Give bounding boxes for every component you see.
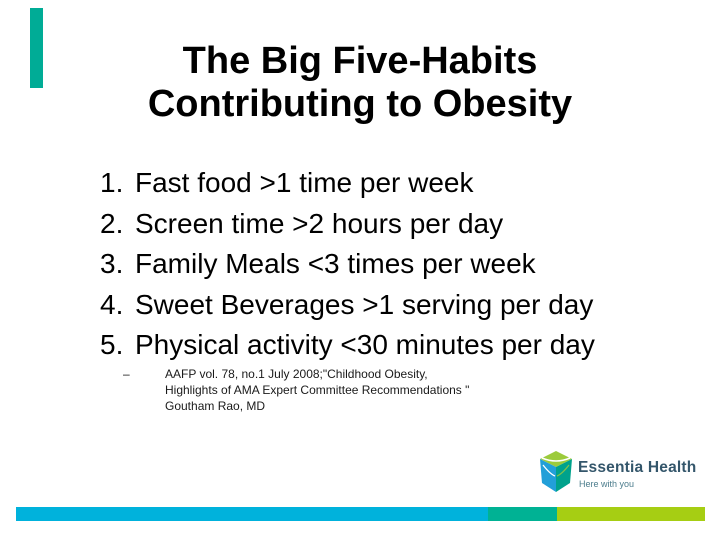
logo-name: Essentia Health [578,459,697,476]
slide-title-line2: Contributing to Obesity [147,83,573,125]
footer-segment-lime [557,507,705,521]
list-item: 5. Physical activity <30 minutes per day [0,325,720,366]
citation-line: Goutham Rao, MD [165,399,266,413]
list-item: 2. Screen time >2 hours per day [0,204,720,245]
list-item-number: 1. [100,167,124,198]
slide-title: The Big Five-Habits Contributing to Obes… [0,40,720,126]
list-item-text: Fast food >1 time per week [135,167,474,198]
list-item-text: Physical activity <30 minutes per day [135,329,595,360]
list-item-text: Sweet Beverages >1 serving per day [135,288,594,320]
list-item: 4. Sweet Beverages >1 serving per day [0,285,720,326]
citation: – AAFP vol. 78, no.1 July 2008;"Childhoo… [123,366,495,414]
citation-dash: – [123,367,130,381]
footer-color-bar [16,507,705,521]
list-item-text: Screen time >2 hours per day [135,207,504,239]
logo-tagline: Here with you [579,479,635,489]
list-item-number: 2. [100,207,124,239]
slide-title-line1: The Big Five-Habits [182,40,538,82]
footer-segment-teal [488,507,557,521]
citation-line: Highlights of AMA Expert Committee Recom… [165,383,470,397]
list-item-text: Family Meals <3 times per week [135,248,536,279]
habits-list: 1. Fast food >1 time per week 2. Screen … [0,163,720,366]
list-item-number: 3. [100,248,124,279]
footer-segment-cyan [16,507,488,521]
accent-bar [30,8,43,88]
citation-lines: AAFP vol. 78, no.1 July 2008;"Childhood … [165,366,495,414]
list-item: 3. Family Meals <3 times per week [0,244,720,285]
essentia-cube-logo-icon [540,451,572,492]
list-item-number: 4. [100,288,124,320]
list-item: 1. Fast food >1 time per week [0,163,720,204]
citation-line: AAFP vol. 78, no.1 July 2008;"Childhood … [165,367,428,381]
list-item-number: 5. [100,329,124,360]
